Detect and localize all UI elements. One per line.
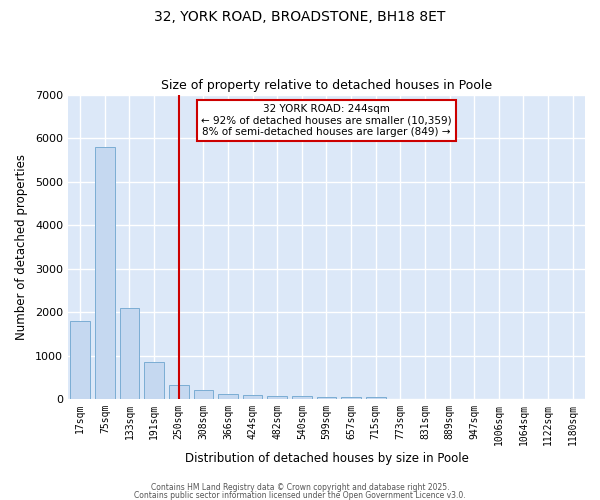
Title: Size of property relative to detached houses in Poole: Size of property relative to detached ho… — [161, 79, 492, 92]
Text: Contains HM Land Registry data © Crown copyright and database right 2025.: Contains HM Land Registry data © Crown c… — [151, 484, 449, 492]
Y-axis label: Number of detached properties: Number of detached properties — [15, 154, 28, 340]
Bar — [341, 397, 361, 399]
Bar — [144, 362, 164, 399]
Bar — [268, 396, 287, 399]
Bar — [95, 147, 115, 399]
X-axis label: Distribution of detached houses by size in Poole: Distribution of detached houses by size … — [185, 452, 469, 465]
Bar — [70, 321, 90, 399]
Text: 32, YORK ROAD, BROADSTONE, BH18 8ET: 32, YORK ROAD, BROADSTONE, BH18 8ET — [154, 10, 446, 24]
Text: 32 YORK ROAD: 244sqm
← 92% of detached houses are smaller (10,359)
8% of semi-de: 32 YORK ROAD: 244sqm ← 92% of detached h… — [201, 104, 452, 137]
Bar — [243, 395, 262, 399]
Bar — [366, 397, 386, 399]
Text: Contains public sector information licensed under the Open Government Licence v3: Contains public sector information licen… — [134, 490, 466, 500]
Bar — [119, 308, 139, 399]
Bar — [292, 396, 311, 399]
Bar — [169, 384, 188, 399]
Bar — [194, 390, 213, 399]
Bar — [317, 397, 337, 399]
Bar — [218, 394, 238, 399]
